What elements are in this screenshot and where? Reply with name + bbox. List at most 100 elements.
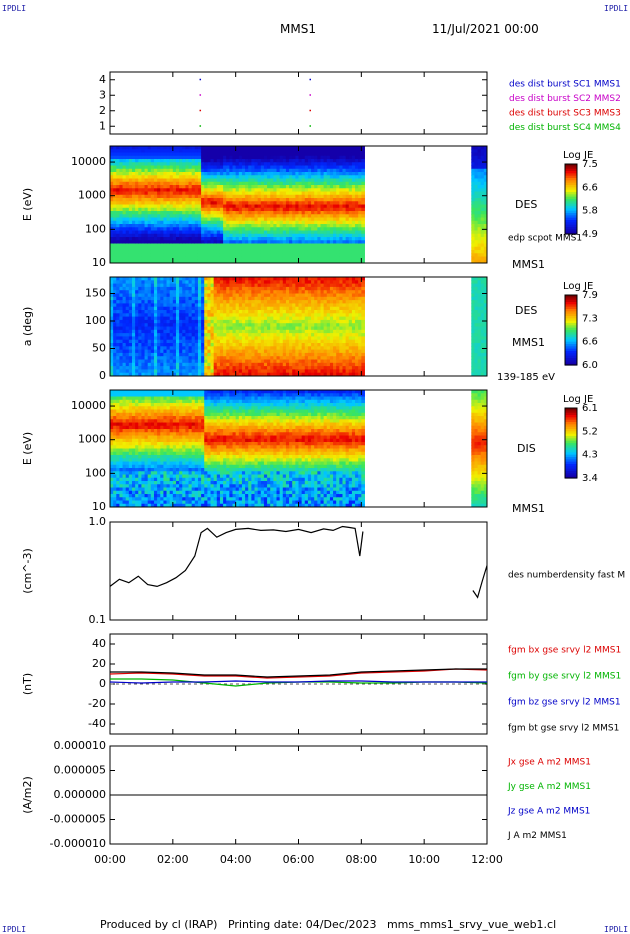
- spectrogram-cell: [135, 227, 139, 231]
- spectrogram-cell: [138, 181, 142, 186]
- spectrogram-cell: [110, 326, 114, 331]
- spectrogram-cell: [157, 181, 161, 186]
- spectrogram-cell: [245, 159, 249, 163]
- spectrogram-cell: [282, 300, 287, 304]
- spectrogram-cell: [295, 310, 299, 314]
- spectrogram-cell: [263, 253, 268, 257]
- spectrogram-cell: [311, 240, 315, 244]
- spectrogram-cell: [185, 349, 190, 354]
- colorbar-frame: [564, 163, 578, 235]
- spectrogram-cell: [110, 259, 114, 264]
- spectrogram-cell: [131, 339, 136, 344]
- spectrogram-cell: [295, 224, 299, 228]
- spectrogram-cell: [125, 346, 130, 351]
- spectrogram-cell: [110, 343, 114, 347]
- spectrogram-cell: [216, 191, 221, 196]
- spectrogram-cell: [351, 233, 356, 238]
- spectrogram-cell: [282, 211, 287, 215]
- spectrogram-cell: [480, 168, 485, 173]
- spectrogram-cell: [355, 259, 359, 264]
- spectrogram-cell: [141, 224, 146, 228]
- spectrogram-cell: [358, 159, 362, 163]
- spectrogram-cell: [282, 217, 287, 222]
- spectrogram-cell: [238, 290, 243, 294]
- spectrogram-cell: [282, 224, 287, 228]
- spectrogram-cell: [163, 230, 168, 235]
- spectrogram-cell: [251, 224, 256, 228]
- burst-marker: [199, 125, 202, 127]
- spectrogram-cell: [342, 217, 347, 222]
- spectrogram-cell: [160, 188, 164, 192]
- spectrogram-cell: [304, 211, 309, 215]
- spectrogram-cell: [229, 168, 234, 173]
- spectrogram-cell: [175, 349, 180, 354]
- spectrogram-cell: [141, 336, 146, 341]
- spectrogram-cell: [138, 333, 142, 337]
- spectrogram-cell: [216, 253, 221, 257]
- spectrogram-cell: [213, 336, 218, 341]
- spectrogram-cell: [307, 253, 312, 257]
- spectrogram-cell: [166, 313, 171, 318]
- spectrogram-cell: [480, 152, 485, 157]
- spectrogram-cell: [282, 277, 287, 281]
- spectrogram-cell: [282, 283, 287, 288]
- spectrogram-cell: [251, 319, 256, 324]
- spectrogram-cell: [232, 191, 237, 196]
- spectrogram-cell: [260, 356, 265, 360]
- spectrogram-cell: [191, 175, 196, 179]
- spectrogram-cell: [150, 259, 155, 264]
- spectrogram-cell: [204, 310, 208, 314]
- spectrogram-cell: [263, 319, 268, 324]
- spectrogram-cell: [270, 168, 274, 173]
- scpot-label: edp scpot MMS1: [508, 234, 582, 244]
- spectrogram-cell: [238, 211, 243, 215]
- spectrogram-cell: [147, 336, 152, 341]
- spectrogram-cell: [179, 283, 183, 288]
- spectrogram-cell: [128, 172, 133, 176]
- spectrogram-cell: [295, 293, 299, 298]
- spectrogram-cell: [125, 152, 130, 157]
- spectrogram-cell: [251, 201, 256, 205]
- spectrogram-cell: [251, 280, 256, 285]
- spectrogram-cell: [235, 214, 240, 218]
- spectrogram-cell: [339, 198, 343, 202]
- spectrogram-cell: [232, 372, 237, 377]
- spectrogram-cell: [150, 233, 155, 238]
- spectrogram-cell: [260, 194, 265, 199]
- spectrogram-cell: [355, 191, 359, 196]
- spectrogram-cell: [138, 165, 142, 170]
- spectrogram-cell: [307, 149, 312, 153]
- spectrogram-cell: [238, 155, 243, 160]
- spectrogram-cell: [257, 224, 262, 228]
- spectrogram-cell: [113, 283, 117, 288]
- spectrogram-cell: [169, 366, 174, 370]
- spectrogram-cell: [339, 256, 343, 261]
- spectrogram-cell: [260, 290, 265, 294]
- spectrogram-cell: [358, 188, 362, 192]
- spectrogram-cell: [298, 246, 303, 251]
- spectrogram-cell: [307, 155, 312, 160]
- spectrogram-cell: [135, 372, 139, 377]
- spectrogram-cell: [257, 243, 262, 248]
- spectrogram-cell: [273, 191, 278, 196]
- spectrogram-cell: [182, 178, 186, 183]
- spectrogram-cell: [273, 290, 278, 294]
- spectrogram-cell: [213, 198, 218, 202]
- spectrogram-cell: [150, 198, 155, 202]
- spectrogram-cell: [201, 175, 205, 179]
- spectrogram-cell: [122, 211, 127, 215]
- spectrogram-cell: [348, 159, 353, 163]
- spectrogram-cell: [147, 326, 152, 331]
- spectrogram-cell: [270, 159, 274, 163]
- spectrogram-cell: [301, 204, 306, 209]
- spectrogram-cell: [254, 277, 259, 281]
- spectrogram-cell: [229, 172, 234, 176]
- spectrogram-cell: [241, 293, 246, 298]
- spectrogram-cell: [166, 346, 171, 351]
- spectrogram-cell: [119, 286, 124, 291]
- spectrogram-cell: [147, 233, 152, 238]
- spectrogram-cell: [163, 352, 168, 357]
- spectrogram-cell: [355, 155, 359, 160]
- spectrogram-cell: [273, 329, 278, 334]
- spectrogram-cell: [260, 256, 265, 261]
